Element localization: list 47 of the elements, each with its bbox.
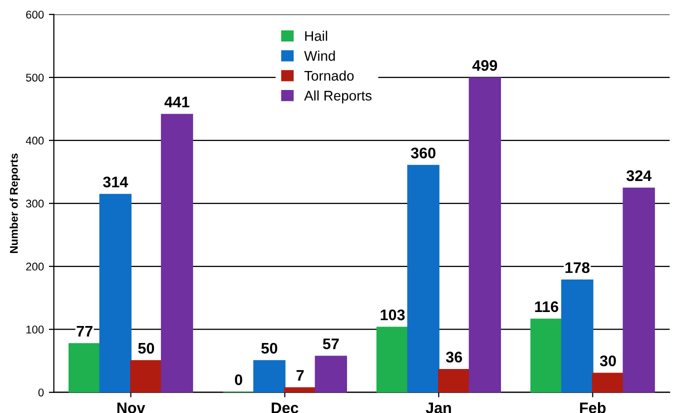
x-tick-label: Feb <box>580 402 606 413</box>
data-label: 441 <box>164 96 190 108</box>
data-label: 324 <box>626 170 652 182</box>
bar <box>622 188 655 392</box>
y-tick-label: 100 <box>26 326 44 334</box>
x-tick-label: Nov <box>117 402 146 413</box>
data-label: 50 <box>261 342 278 354</box>
y-tick-label: 300 <box>26 200 44 208</box>
data-label: 77 <box>76 326 92 337</box>
data-label: 499 <box>472 60 498 71</box>
bar <box>376 326 409 392</box>
bar <box>438 368 470 392</box>
data-label: 178 <box>565 262 590 274</box>
legend-label: Hail <box>305 30 328 41</box>
bar <box>99 194 132 392</box>
y-tick-label: 400 <box>26 136 44 145</box>
data-label: 0 <box>234 374 242 386</box>
bar <box>561 280 594 392</box>
data-label: 116 <box>535 301 558 312</box>
legend-label: Wind <box>304 50 335 61</box>
data-label: 103 <box>380 309 405 320</box>
y-tick-label: 200 <box>26 262 44 271</box>
x-tick-label: Jan <box>426 402 451 413</box>
legend-label: All Reports <box>304 90 372 104</box>
y-axis-title: Number of Reports <box>10 154 20 253</box>
bar <box>284 387 316 392</box>
legend-label: Tornado <box>304 70 354 81</box>
data-label: 314 <box>103 176 128 188</box>
bar <box>530 318 563 392</box>
bar <box>160 114 194 392</box>
data-label: 30 <box>600 355 616 366</box>
data-label: 7 <box>296 370 304 381</box>
bar <box>130 360 162 392</box>
data-label: 360 <box>410 148 436 158</box>
y-tick-label: 0 <box>38 388 44 396</box>
bar <box>592 372 624 392</box>
data-label: 57 <box>322 338 339 350</box>
bar <box>407 164 440 392</box>
data-label: 36 <box>446 352 462 363</box>
x-tick-label: Dec <box>272 402 298 413</box>
y-tick-label: 600 <box>26 10 44 19</box>
y-tick-label: 500 <box>26 74 44 82</box>
bar <box>314 356 348 392</box>
bar <box>253 360 286 392</box>
data-label: 50 <box>138 342 154 354</box>
bar <box>68 343 101 392</box>
bar <box>468 77 501 392</box>
